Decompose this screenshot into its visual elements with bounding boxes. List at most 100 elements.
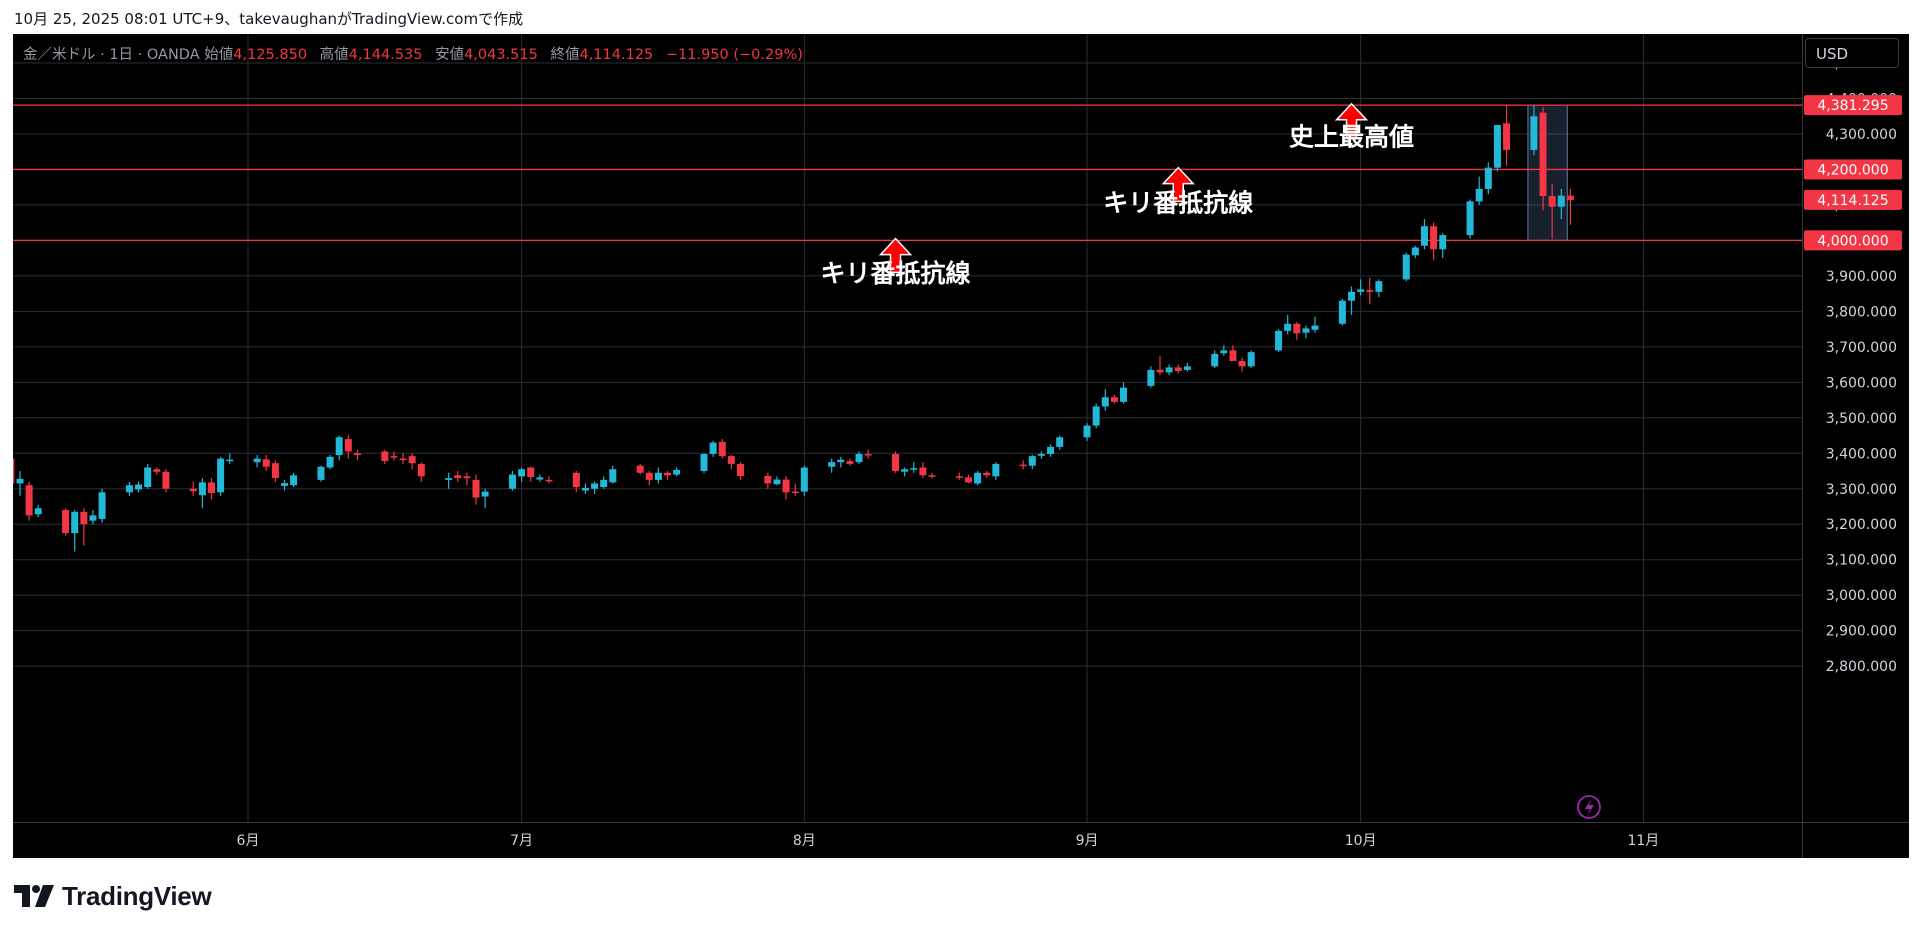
candle-body [964, 477, 972, 483]
candle-body [280, 483, 288, 486]
y-tick-label: 3,300.000 [1826, 482, 1897, 498]
candle-body [1539, 112, 1547, 197]
candle-body [508, 474, 516, 489]
candle-body [664, 472, 672, 476]
candle-body [572, 472, 580, 487]
x-tick-label: 10月 [1345, 833, 1377, 849]
candle-body [736, 463, 744, 476]
y-tick-label: 2,900.000 [1826, 624, 1897, 640]
currency-button[interactable]: USD [1805, 38, 1899, 68]
candle-body [1247, 352, 1255, 367]
candle-body [1220, 350, 1228, 354]
candle-body [290, 475, 298, 486]
candle-body [463, 476, 471, 479]
candle-body [764, 475, 772, 484]
candle-body [208, 482, 216, 494]
candle-body [125, 485, 133, 493]
candle-body [1083, 425, 1091, 438]
candle-body [62, 510, 70, 534]
level-price-label: 4,381.295 [1817, 98, 1888, 114]
candle-body [162, 471, 170, 489]
candle-body [399, 458, 407, 461]
candle-body [472, 479, 480, 498]
chart-panel[interactable]: 2,800.000 2,900.000 3,000.000 3,100.000 3,20… [13, 34, 1909, 858]
candle-body [600, 479, 608, 487]
candle-body [144, 467, 152, 487]
candle-body [262, 459, 270, 467]
candle-body [581, 488, 589, 491]
y-tick-label: 3,400.000 [1826, 446, 1897, 462]
candle-body [89, 515, 97, 521]
candle-body [34, 508, 42, 515]
candle-body [837, 459, 845, 463]
candle-body [1028, 456, 1036, 466]
candle-body [1375, 281, 1383, 292]
candle-body [518, 469, 526, 477]
candle-body [645, 472, 653, 480]
candle-body [16, 478, 24, 484]
y-tick-label: 3,500.000 [1826, 411, 1897, 427]
candle-body [1493, 125, 1501, 168]
y-tick-label: 3,000.000 [1826, 588, 1897, 604]
legend-low-label: 安値 [435, 47, 465, 63]
candle-body [1484, 167, 1492, 189]
candle-body [1229, 350, 1237, 362]
tradingview-wordmark: TradingView [62, 880, 212, 911]
candle-body [408, 456, 416, 464]
candle-body [1019, 464, 1027, 467]
candle-body [527, 467, 535, 478]
candle-body [1348, 291, 1356, 301]
candle-body [992, 463, 1000, 477]
legend-close-value: 4,114.125 [579, 47, 654, 63]
candlestick-chart[interactable]: 2,800.000 2,900.000 3,000.000 3,100.000 3,20… [13, 34, 1909, 858]
candle-body [636, 465, 644, 473]
candle-body [271, 463, 279, 479]
level-price-label-bg [1804, 230, 1902, 251]
candle-body [189, 488, 197, 492]
candle-body [1548, 196, 1556, 207]
level-price-label: 4,200.000 [1817, 162, 1888, 178]
candle-body [545, 479, 553, 482]
candle-body [1293, 323, 1301, 334]
candle-body [335, 437, 343, 456]
candle-body [417, 463, 425, 477]
candle-body [1338, 300, 1346, 324]
candle-body [1366, 290, 1374, 292]
candle-body [709, 442, 717, 454]
x-tick-label: 6月 [237, 833, 260, 849]
candle-body [673, 469, 681, 475]
candle-body [1110, 397, 1118, 402]
candle-body [1037, 453, 1045, 456]
legend-high-value: 4,144.535 [348, 47, 423, 63]
candle-body [1101, 397, 1109, 407]
candle-body [983, 472, 991, 476]
last-price-label-bg [1804, 189, 1902, 210]
candle-body [855, 453, 863, 463]
candle-body [928, 475, 936, 477]
x-tick-label: 11月 [1627, 833, 1659, 849]
candle-body [326, 456, 334, 468]
candle-body [791, 491, 799, 494]
candle-body [654, 472, 662, 480]
candle-body [226, 459, 234, 462]
candle-body [381, 451, 389, 462]
candle-body [1174, 367, 1182, 371]
y-tick-label: 3,800.000 [1826, 304, 1897, 320]
y-tick-label: 3,700.000 [1826, 340, 1897, 356]
y-tick-label: 3,900.000 [1826, 269, 1897, 285]
candle-body [1275, 330, 1283, 351]
candle-body [1503, 123, 1511, 150]
candle-body [253, 458, 261, 463]
candle-body [25, 485, 33, 516]
candle-body [1357, 289, 1365, 292]
footer-brand[interactable]: TradingView [14, 880, 212, 912]
annotation-arrow [1334, 102, 1369, 139]
candle-body [536, 477, 544, 480]
candle-body [892, 453, 900, 472]
candle-body [217, 458, 225, 493]
candle-body [1530, 116, 1538, 150]
candle-body [13, 458, 15, 484]
legend-open-label: 始値 [204, 47, 234, 63]
candle-body [98, 492, 106, 519]
candle-body [910, 468, 918, 470]
